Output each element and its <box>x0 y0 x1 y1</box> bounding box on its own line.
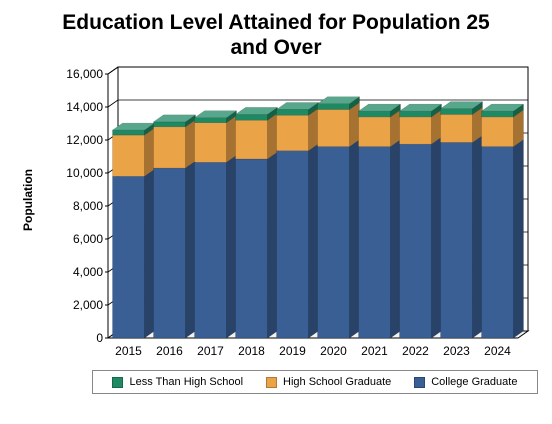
bar-side <box>267 112 278 160</box>
bar-side <box>144 168 155 339</box>
bar-segment <box>276 150 309 339</box>
bar-top <box>193 110 238 118</box>
y-tick-label: 0 <box>96 331 103 345</box>
bar-top <box>152 114 197 123</box>
bar-segment <box>194 122 227 163</box>
x-tick-label: 2018 <box>238 344 265 358</box>
y-tick-label: 6,000 <box>73 232 103 246</box>
legend-label: High School Graduate <box>283 376 392 388</box>
legend-item-less-than-high-school: Less Than High School <box>112 376 243 388</box>
y-tick-label: 12,000 <box>66 133 103 147</box>
x-tick-label: 2016 <box>156 344 183 358</box>
x-tick-label: 2020 <box>320 344 347 358</box>
legend-item-college-graduate: College Graduate <box>414 376 517 388</box>
bar-segment <box>358 110 391 118</box>
bar-top <box>439 101 484 109</box>
bar-segment <box>399 143 432 339</box>
y-tick-label: 10,000 <box>66 166 103 180</box>
bar-side <box>185 160 196 339</box>
bar-top <box>357 103 402 112</box>
x-tick-label: 2024 <box>484 344 511 358</box>
legend-item-high-school-graduate: High School Graduate <box>266 376 391 388</box>
bar-side <box>349 101 360 148</box>
bar-top <box>234 107 279 115</box>
bar-segment <box>235 158 268 339</box>
x-tick-label: 2023 <box>443 344 470 358</box>
chart-title-line-1: Education Level Attained for Population … <box>62 11 490 34</box>
legend-swatch <box>112 376 124 388</box>
legend-label: College Graduate <box>431 376 518 388</box>
bar-side <box>431 136 442 339</box>
bar-side <box>390 139 401 339</box>
bar-side <box>226 115 237 163</box>
bar-top <box>398 103 443 112</box>
bar-side <box>226 154 237 339</box>
wall-edge <box>107 66 119 75</box>
y-tick-label: 16,000 <box>66 67 103 81</box>
bar-segment <box>481 146 514 339</box>
bar-segment <box>194 117 227 123</box>
bar-segment <box>276 115 309 151</box>
bar-top <box>480 103 525 112</box>
bar-top <box>316 96 361 104</box>
bar-segment <box>399 110 432 118</box>
bar-segment <box>440 108 473 115</box>
legend-swatch <box>414 376 426 388</box>
x-tick-label: 2015 <box>115 344 142 358</box>
bar-segment <box>481 116 514 147</box>
legend-swatch <box>266 376 278 388</box>
legend-label: Less Than High School <box>129 376 244 388</box>
y-tick-label: 14,000 <box>66 100 103 114</box>
bar-segment <box>481 110 514 118</box>
bar-side <box>513 139 524 339</box>
bar-segment <box>358 116 391 147</box>
x-tick-label: 2022 <box>402 344 429 358</box>
bar-segment <box>153 121 186 128</box>
bar-segment <box>440 114 473 143</box>
bar-top <box>275 102 320 110</box>
bar-side <box>308 143 319 339</box>
bar-side <box>308 107 319 152</box>
chart-title-line-2: and Over <box>230 36 322 59</box>
bar-side <box>185 119 196 169</box>
gridline-side <box>107 99 119 108</box>
bar-segment <box>235 114 268 121</box>
bar-side <box>267 151 278 339</box>
bar-side <box>144 127 155 177</box>
bar-segment <box>112 176 145 339</box>
bar-segment <box>276 109 309 116</box>
bar-segment <box>399 116 432 145</box>
legend: Less Than High School High School Gradua… <box>92 370 538 394</box>
bar-segment <box>153 126 186 169</box>
x-tick-label: 2017 <box>197 344 224 358</box>
bar-segment <box>194 162 227 339</box>
bar-segment <box>112 129 145 136</box>
y-tick-label: 2,000 <box>73 298 103 312</box>
chart-title: Education Level Attained for Population … <box>0 10 552 60</box>
bar-segment <box>317 146 350 339</box>
bar-segment <box>317 109 350 147</box>
bar-segment <box>440 142 473 339</box>
bar-segment <box>358 146 391 339</box>
y-tick-label: 8,000 <box>73 199 103 213</box>
bar-segment <box>317 103 350 110</box>
bar-segment <box>235 119 268 160</box>
x-tick-label: 2019 <box>279 344 306 358</box>
bar-segment <box>112 134 145 177</box>
bar-side <box>472 134 483 339</box>
bar-side <box>349 139 360 339</box>
x-tick-label: 2021 <box>361 344 388 358</box>
y-tick-label: 4,000 <box>73 265 103 279</box>
bar-segment <box>153 167 186 339</box>
